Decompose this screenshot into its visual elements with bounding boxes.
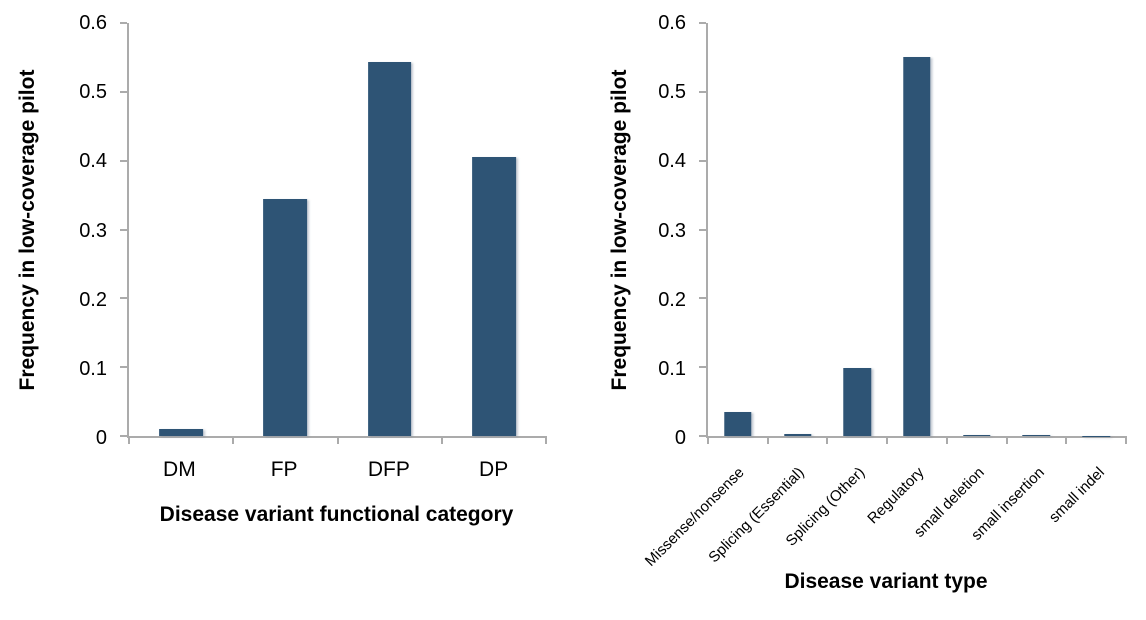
x-tick-mark	[128, 436, 130, 444]
y-tick-mark	[699, 297, 706, 300]
y-tick-label: 0.6	[79, 12, 107, 34]
x-tick-mark	[545, 436, 547, 444]
y-tick-label: 0.2	[79, 288, 107, 311]
y-tick-label: 0.4	[658, 150, 686, 173]
right-bar-chart: Frequency in low-coverage pilot 0 0.1 0.2 0…	[560, 0, 1146, 620]
x-tick-mark	[336, 436, 339, 444]
x-tick-label: DM	[163, 458, 196, 481]
x-tick-mark	[945, 436, 948, 444]
x-tick-mark	[707, 436, 709, 444]
y-tick-mark	[699, 159, 706, 162]
plot-area	[699, 22, 1127, 444]
y-tick-label: 0	[95, 427, 107, 449]
y-tick-labels: 0 0.1 0.2 0.3 0.4 0.5 0.6	[560, 12, 696, 449]
x-axis-title: Disease variant functional category	[159, 503, 514, 526]
bar-small-deletion	[962, 434, 991, 436]
x-tick-label: DP	[479, 458, 509, 481]
y-tick-mark	[120, 297, 127, 300]
plot-area	[120, 22, 547, 444]
x-tick-label: DFP	[367, 458, 410, 481]
x-tick-labels: Missense/nonsense Splicing (Essential) Spl…	[642, 450, 1126, 570]
y-tick-mark	[120, 90, 127, 93]
y-tick-mark	[699, 228, 706, 231]
x-tick-mark	[1065, 436, 1068, 444]
y-tick-mark	[120, 159, 127, 162]
x-tick-mark	[440, 436, 443, 444]
y-tick-label: 0.3	[79, 219, 107, 242]
bar-splicing-essential	[783, 433, 812, 436]
y-tick-mark	[120, 366, 127, 369]
bar-dm	[159, 429, 204, 436]
x-tick-label: FP	[270, 458, 298, 481]
y-tick-label: 0.4	[79, 150, 107, 173]
x-tick-label: small indel	[1045, 464, 1109, 527]
y-tick-mark	[699, 22, 706, 24]
y-tick-label: 0.5	[79, 81, 107, 104]
x-tick-label: Regulatory	[864, 464, 929, 528]
bar-fp	[263, 198, 308, 436]
y-tick-label: 0.1	[79, 357, 107, 380]
bar-missense-nonsense	[724, 411, 752, 436]
y-tick-label: 0	[674, 427, 686, 449]
y-tick-mark	[699, 366, 706, 369]
y-tick-label: 0.3	[658, 219, 686, 242]
y-tick-mark	[120, 22, 127, 24]
x-tick-mark	[1005, 436, 1008, 444]
bar-regulatory	[903, 57, 931, 436]
x-tick-mark	[766, 436, 769, 444]
left-bar-chart: Frequency in low-coverage pilot 0 0.1 0.2 0…	[0, 0, 560, 620]
x-tick-mark	[232, 436, 235, 444]
x-tick-label: Missense/nonsense	[642, 464, 749, 570]
bar-splicing-other	[843, 367, 872, 436]
y-tick-mark	[699, 435, 706, 437]
y-tick-label: 0.5	[658, 81, 686, 104]
y-tick-mark	[120, 228, 127, 231]
y-tick-label: 0.6	[658, 12, 686, 34]
bar-small-insertion	[1022, 434, 1051, 436]
x-tick-mark	[826, 436, 829, 444]
x-axis-title: Disease variant type	[784, 570, 988, 593]
x-tick-labels: DM FP DFP DP	[127, 457, 546, 487]
bar-dfp	[367, 62, 412, 436]
y-tick-labels: 0 0.1 0.2 0.3 0.4 0.5 0.6	[0, 12, 117, 449]
y-tick-label: 0.1	[658, 357, 686, 380]
x-tick-mark	[1125, 436, 1127, 444]
bar-dp	[471, 157, 516, 436]
y-tick-label: 0.2	[658, 288, 686, 311]
x-tick-mark	[886, 436, 889, 444]
y-tick-mark	[699, 90, 706, 93]
y-tick-mark	[120, 435, 127, 437]
